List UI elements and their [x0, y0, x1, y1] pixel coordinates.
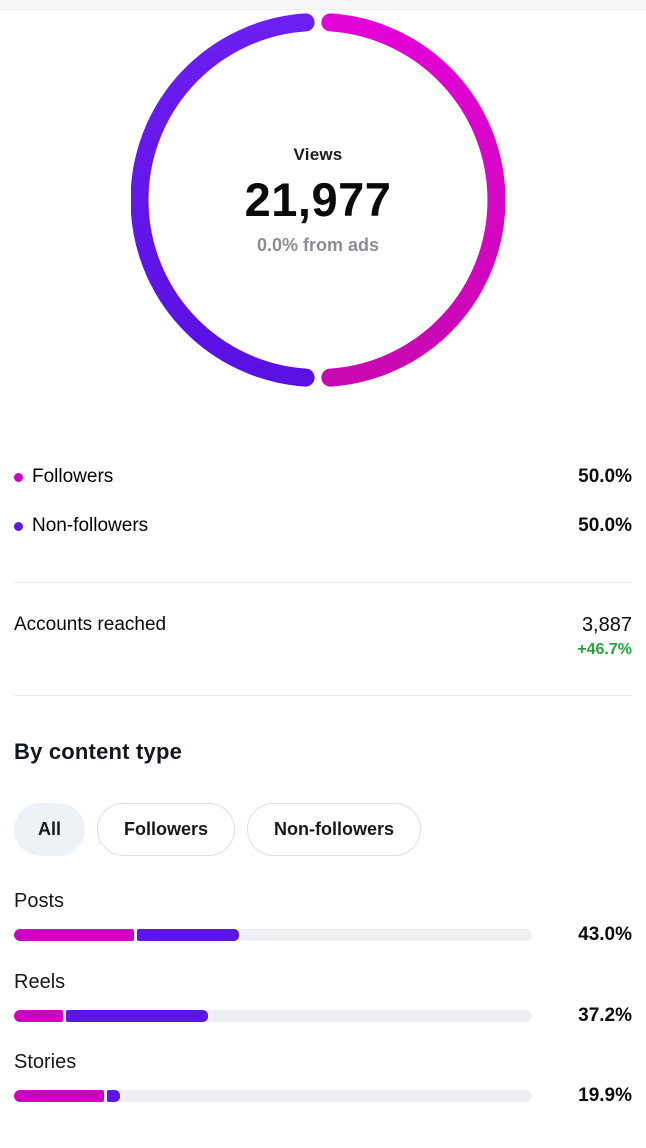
content-row-bar-reels: 37.2% — [0, 1004, 646, 1028]
bar-track — [14, 1010, 532, 1022]
non-followers-dot-icon — [14, 521, 23, 531]
bar-segment-non-followers — [137, 929, 240, 941]
followers-dot-icon — [14, 472, 23, 482]
content-row-bar-posts: 43.0% — [0, 923, 646, 947]
legend-row-non-followers: Non-followers 50.0% — [14, 512, 632, 540]
bar-segment-followers — [14, 929, 135, 941]
content-type-filters: All Followers Non-followers — [0, 803, 646, 856]
legend-row-followers: Followers 50.0% — [14, 463, 632, 491]
by-content-type-title: By content type — [14, 739, 183, 764]
views-donut-section: Views 21,977 0.0% from ads — [0, 10, 646, 462]
legend-label: Non-followers — [32, 515, 149, 536]
accounts-reached-delta: +46.7% — [577, 641, 632, 658]
bar-percent: 37.2% — [578, 1005, 632, 1026]
filter-pill-followers[interactable]: Followers — [97, 803, 236, 856]
bar-track — [14, 1090, 532, 1102]
bar-segment-followers — [14, 1010, 63, 1022]
bar-percent: 19.9% — [578, 1085, 632, 1106]
content-row-label-posts: Posts — [14, 890, 65, 912]
divider — [14, 582, 632, 583]
legend-percent: 50.0% — [578, 466, 632, 487]
accounts-reached-row: Accounts reached 3,887 +46.7% — [0, 613, 646, 659]
views-donut-chart — [131, 13, 505, 387]
divider — [14, 695, 632, 696]
legend-percent: 50.0% — [578, 515, 632, 536]
legend-label: Followers — [32, 466, 114, 487]
donut-segment-followers — [321, 13, 505, 387]
bar-segment-non-followers — [65, 1010, 209, 1022]
accounts-reached-label: Accounts reached — [14, 614, 167, 635]
content-row-bar-stories: 19.9% — [0, 1084, 646, 1108]
bar-segment-followers — [14, 1090, 104, 1102]
content-row-label-reels: Reels — [14, 971, 66, 993]
bar-track — [14, 929, 532, 941]
views-from-ads: 0.0% from ads — [256, 234, 380, 255]
donut-segment-non-followers — [131, 13, 315, 387]
views-label: Views — [293, 144, 343, 164]
views-value: 21,977 — [244, 172, 392, 226]
content-row-label-stories: Stories — [14, 1051, 77, 1073]
views-legend: Followers 50.0% Non-followers 50.0% — [0, 463, 646, 540]
accounts-reached-value: 3,887 — [581, 614, 632, 636]
bar-segment-non-followers — [106, 1090, 121, 1102]
filter-pill-non-followers[interactable]: Non-followers — [247, 803, 422, 856]
bar-percent: 43.0% — [578, 924, 632, 945]
top-divider-strip — [0, 0, 646, 10]
filter-pill-all[interactable]: All — [14, 803, 86, 856]
